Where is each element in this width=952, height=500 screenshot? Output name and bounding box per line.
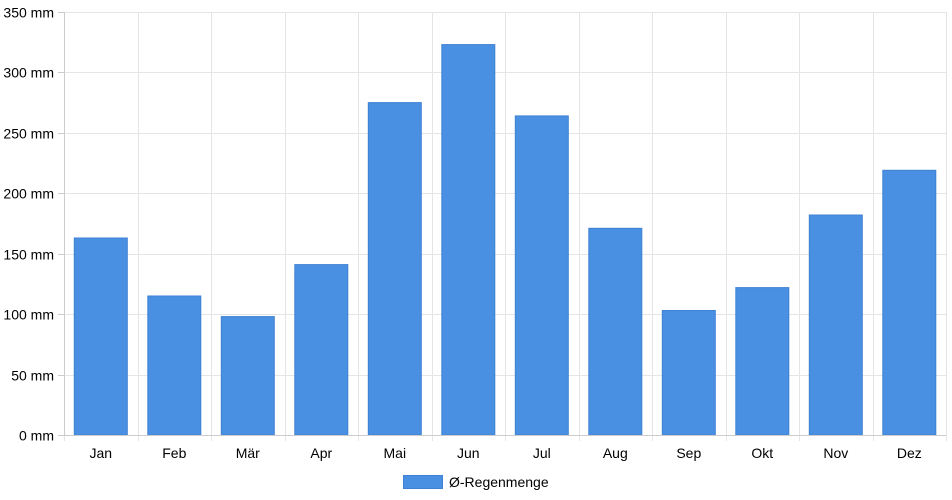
x-tick-label: Jun [457,445,480,461]
x-tick-label: Jan [90,445,113,461]
legend-swatch [403,475,443,489]
y-tick-label: 250 mm [3,126,54,142]
bar-jun[interactable] [441,44,496,436]
x-tick-label: Aug [603,445,628,461]
bar-aug[interactable] [588,227,643,436]
x-tick-label: Jul [533,445,551,461]
bar-sep[interactable] [661,310,716,436]
x-tick-label: Nov [823,445,848,461]
x-tick-label: Dez [897,445,922,461]
y-tick-labels: 0 mm 50 mm 100 mm 150 mm 200 mm 250 mm 300 mm 3… [3,5,54,444]
y-tick-label: 300 mm [3,65,54,81]
y-tick-label: 150 mm [3,247,54,263]
bar-jan[interactable] [73,237,128,436]
bars [73,44,937,436]
bar-dez[interactable] [882,169,937,436]
x-tick-label: Feb [162,445,186,461]
bar-apr[interactable] [294,264,349,436]
bar-feb[interactable] [147,295,202,436]
y-tick-label: 100 mm [3,307,54,323]
x-tick-label: Sep [676,445,701,461]
grid-lines [64,12,947,441]
legend-label: Ø-Regenmenge [449,474,549,490]
axes [58,12,946,436]
bar-nov[interactable] [808,214,863,436]
x-tick-label: Okt [751,445,773,461]
y-tick-label: 50 mm [11,368,54,384]
x-tick-label: Mai [384,445,407,461]
x-tick-label: Mär [236,445,260,461]
bar-jul[interactable] [514,115,569,436]
x-tick-label: Apr [310,445,332,461]
y-tick-label: 350 mm [3,5,54,21]
bar-mär[interactable] [220,316,275,436]
y-tick-label: 200 mm [3,186,54,202]
bar-mai[interactable] [367,102,422,436]
x-tick-labels: Jan Feb Mär Apr Mai Jun Jul Aug Sep Okt Nov Dez [90,445,922,461]
bar-okt[interactable] [735,287,790,436]
legend[interactable]: Ø-Regenmenge [403,474,549,490]
y-tick-label: 0 mm [19,428,54,444]
